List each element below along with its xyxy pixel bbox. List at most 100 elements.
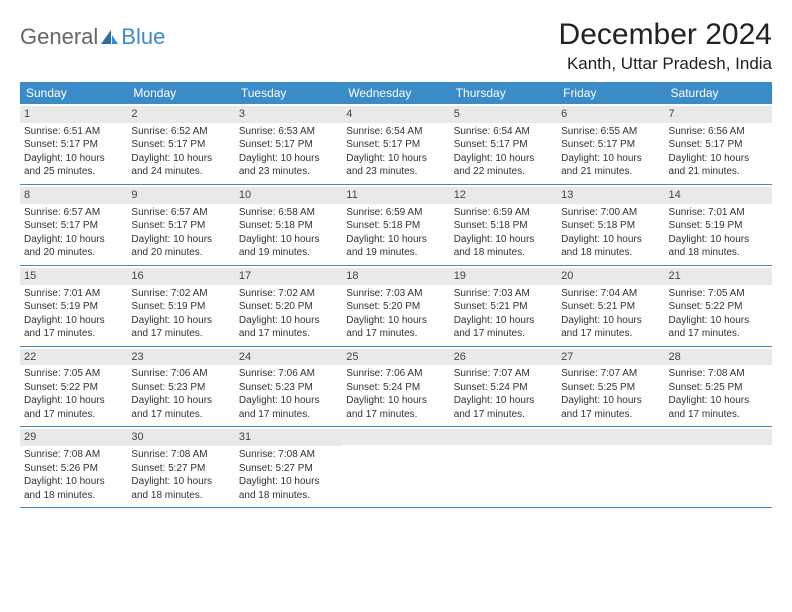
day-number: 8	[24, 189, 30, 201]
day-number-row: 21	[665, 268, 772, 285]
daylight-text: Daylight: 10 hours and 20 minutes.	[131, 233, 230, 260]
sunrise-text: Sunrise: 7:07 AM	[454, 367, 553, 381]
day-number-row: 5	[450, 106, 557, 123]
day-cell	[342, 427, 449, 507]
day-number-row: 13	[557, 187, 664, 204]
sunset-text: Sunset: 5:22 PM	[669, 300, 768, 314]
day-number-row: 9	[127, 187, 234, 204]
day-number: 23	[131, 351, 143, 363]
sunset-text: Sunset: 5:17 PM	[454, 138, 553, 152]
sunrise-text: Sunrise: 7:00 AM	[561, 206, 660, 220]
day-number-row: 6	[557, 106, 664, 123]
day-number: 30	[131, 431, 143, 443]
week-row: 29Sunrise: 7:08 AMSunset: 5:26 PMDayligh…	[20, 427, 772, 508]
sunset-text: Sunset: 5:17 PM	[131, 219, 230, 233]
day-cell: 21Sunrise: 7:05 AMSunset: 5:22 PMDayligh…	[665, 266, 772, 346]
day-number: 7	[669, 108, 675, 120]
daylight-text: Daylight: 10 hours and 23 minutes.	[346, 152, 445, 179]
daylight-text: Daylight: 10 hours and 17 minutes.	[24, 314, 123, 341]
day-cell: 18Sunrise: 7:03 AMSunset: 5:20 PMDayligh…	[342, 266, 449, 346]
day-number-row: 12	[450, 187, 557, 204]
sunset-text: Sunset: 5:19 PM	[669, 219, 768, 233]
day-number: 28	[669, 351, 681, 363]
day-cell: 3Sunrise: 6:53 AMSunset: 5:17 PMDaylight…	[235, 104, 342, 184]
sunset-text: Sunset: 5:17 PM	[131, 138, 230, 152]
day-cell: 1Sunrise: 6:51 AMSunset: 5:17 PMDaylight…	[20, 104, 127, 184]
daylight-text: Daylight: 10 hours and 17 minutes.	[346, 314, 445, 341]
daylight-text: Daylight: 10 hours and 21 minutes.	[561, 152, 660, 179]
day-number: 3	[239, 108, 245, 120]
day-number-row: 4	[342, 106, 449, 123]
daylight-text: Daylight: 10 hours and 18 minutes.	[561, 233, 660, 260]
sunset-text: Sunset: 5:17 PM	[346, 138, 445, 152]
day-number-row: 8	[20, 187, 127, 204]
sunrise-text: Sunrise: 6:51 AM	[24, 125, 123, 139]
sunset-text: Sunset: 5:27 PM	[131, 462, 230, 476]
day-number-row: 18	[342, 268, 449, 285]
daylight-text: Daylight: 10 hours and 17 minutes.	[131, 394, 230, 421]
logo-text-general: General	[20, 24, 98, 50]
day-number: 29	[24, 431, 36, 443]
daylight-text: Daylight: 10 hours and 17 minutes.	[561, 394, 660, 421]
day-cell: 26Sunrise: 7:07 AMSunset: 5:24 PMDayligh…	[450, 347, 557, 427]
daylight-text: Daylight: 10 hours and 17 minutes.	[239, 394, 338, 421]
sunset-text: Sunset: 5:24 PM	[454, 381, 553, 395]
day-number: 5	[454, 108, 460, 120]
logo: General Blue	[20, 24, 165, 50]
daylight-text: Daylight: 10 hours and 17 minutes.	[131, 314, 230, 341]
day-number-row	[342, 429, 449, 445]
day-number: 1	[24, 108, 30, 120]
daylight-text: Daylight: 10 hours and 23 minutes.	[239, 152, 338, 179]
day-cell: 8Sunrise: 6:57 AMSunset: 5:17 PMDaylight…	[20, 185, 127, 265]
day-number: 25	[346, 351, 358, 363]
sunset-text: Sunset: 5:18 PM	[454, 219, 553, 233]
day-number: 2	[131, 108, 137, 120]
day-cell: 9 Sunrise: 6:57 AMSunset: 5:17 PMDaylight…	[127, 185, 234, 265]
logo-sail-icon	[99, 28, 119, 46]
day-number: 14	[669, 189, 681, 201]
day-number-row: 15	[20, 268, 127, 285]
daylight-text: Daylight: 10 hours and 17 minutes.	[669, 314, 768, 341]
week-row: 15Sunrise: 7:01 AMSunset: 5:19 PMDayligh…	[20, 266, 772, 347]
sunrise-text: Sunrise: 6:59 AM	[454, 206, 553, 220]
day-cell	[665, 427, 772, 507]
sunrise-text: Sunrise: 6:59 AM	[346, 206, 445, 220]
day-number: 13	[561, 189, 573, 201]
sunrise-text: Sunrise: 7:01 AM	[669, 206, 768, 220]
day-number-row: 2	[127, 106, 234, 123]
day-number-row: 7	[665, 106, 772, 123]
daylight-text: Daylight: 10 hours and 19 minutes.	[239, 233, 338, 260]
sunset-text: Sunset: 5:18 PM	[346, 219, 445, 233]
sunset-text: Sunset: 5:19 PM	[131, 300, 230, 314]
dow-label: Friday	[557, 82, 664, 104]
day-cell: 16Sunrise: 7:02 AMSunset: 5:19 PMDayligh…	[127, 266, 234, 346]
day-cell: 7Sunrise: 6:56 AMSunset: 5:17 PMDaylight…	[665, 104, 772, 184]
month-title: December 2024	[559, 18, 772, 52]
sunrise-text: Sunrise: 7:06 AM	[239, 367, 338, 381]
dow-label: Sunday	[20, 82, 127, 104]
day-number-row: 25	[342, 349, 449, 366]
sunrise-text: Sunrise: 6:55 AM	[561, 125, 660, 139]
day-cell: 29Sunrise: 7:08 AMSunset: 5:26 PMDayligh…	[20, 427, 127, 507]
day-number: 18	[346, 270, 358, 282]
sunrise-text: Sunrise: 7:04 AM	[561, 287, 660, 301]
day-number-row: 19	[450, 268, 557, 285]
header: General Blue December 2024 Kanth, Uttar …	[20, 18, 772, 74]
sunrise-text: Sunrise: 6:57 AM	[131, 206, 230, 220]
day-of-week-row: SundayMondayTuesdayWednesdayThursdayFrid…	[20, 82, 772, 104]
day-cell	[450, 427, 557, 507]
day-cell: 17Sunrise: 7:02 AMSunset: 5:20 PMDayligh…	[235, 266, 342, 346]
day-number: 31	[239, 431, 251, 443]
day-cell: 30Sunrise: 7:08 AMSunset: 5:27 PMDayligh…	[127, 427, 234, 507]
daylight-text: Daylight: 10 hours and 18 minutes.	[239, 475, 338, 502]
daylight-text: Daylight: 10 hours and 22 minutes.	[454, 152, 553, 179]
day-number-row	[450, 429, 557, 445]
day-number-row: 11	[342, 187, 449, 204]
week-row: 1Sunrise: 6:51 AMSunset: 5:17 PMDaylight…	[20, 104, 772, 185]
sunset-text: Sunset: 5:27 PM	[239, 462, 338, 476]
daylight-text: Daylight: 10 hours and 18 minutes.	[24, 475, 123, 502]
day-cell	[557, 427, 664, 507]
sunset-text: Sunset: 5:17 PM	[24, 219, 123, 233]
daylight-text: Daylight: 10 hours and 17 minutes.	[239, 314, 338, 341]
sunrise-text: Sunrise: 6:56 AM	[669, 125, 768, 139]
